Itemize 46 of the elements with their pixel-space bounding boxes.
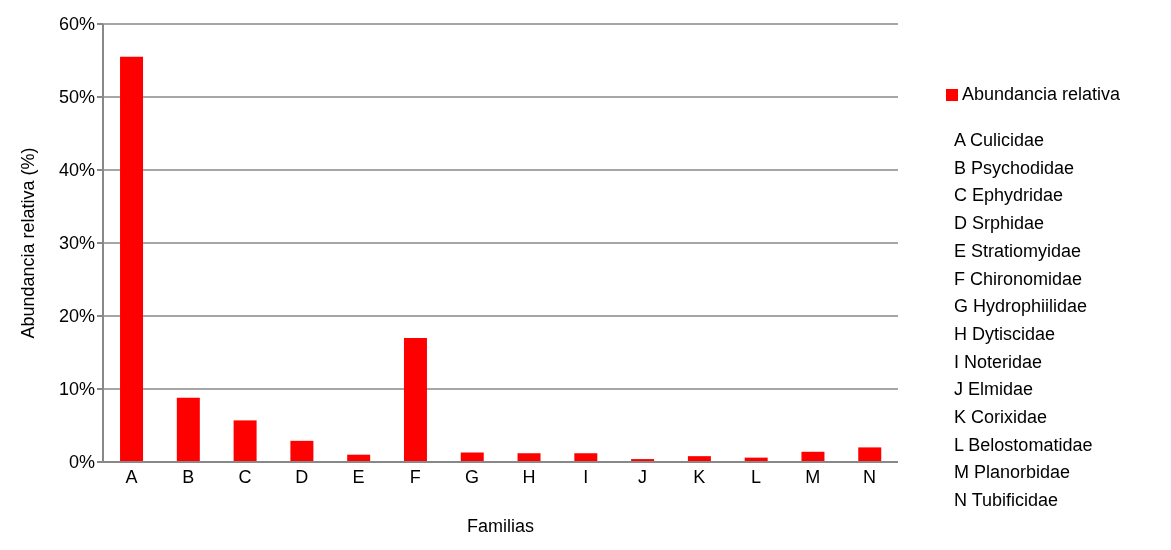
text: A Culicidae — [954, 129, 1046, 152]
bar — [233, 420, 257, 462]
x-tick-label: L — [751, 466, 762, 487]
text: I Noteridae — [954, 350, 1044, 374]
x-tick-label: M — [805, 466, 821, 487]
y-tick-label: 50% — [58, 87, 95, 108]
bar — [120, 56, 144, 462]
y-tick-label: 60% — [58, 14, 95, 35]
y-tick-label: 0% — [68, 452, 95, 473]
text: M Planorbidae — [954, 461, 1072, 485]
bar — [574, 453, 598, 462]
text: N Tubificidae — [954, 489, 1060, 513]
y-tick-label: 30% — [58, 233, 95, 254]
x-tick-label: D — [295, 466, 309, 487]
text: H Dytiscidae — [954, 322, 1057, 346]
bar — [176, 397, 200, 462]
text: D Srphidae — [954, 212, 1046, 236]
x-tick-label: B — [182, 466, 195, 487]
bar — [517, 453, 541, 462]
x-axis-title: Familias — [466, 516, 535, 536]
x-tick-label: E — [352, 466, 365, 487]
x-tick-label: C — [238, 466, 252, 487]
x-tick-label: G — [465, 466, 480, 487]
x-tick-label: K — [693, 466, 706, 487]
bar — [290, 440, 314, 462]
y-tick-label: 10% — [58, 379, 95, 400]
legend-label: Abundancia relativa — [962, 84, 1121, 105]
text: C Ephydridae — [954, 184, 1065, 208]
text: F Chironomidae — [954, 267, 1084, 291]
text: E Stratiomyidae — [954, 239, 1083, 263]
bar — [858, 447, 882, 462]
x-tick-label: N — [863, 466, 877, 487]
bar — [403, 337, 427, 462]
text: J Elmidae — [954, 378, 1035, 402]
x-tick-label: F — [409, 466, 421, 487]
x-tick-label: J — [637, 466, 647, 487]
text: K Corixidae — [954, 406, 1049, 430]
x-tick-label: A — [125, 466, 138, 487]
x-tick-label: H — [522, 466, 536, 487]
y-axis-title: Abundancia relativa (%) — [18, 147, 39, 339]
text: B Psychodidae — [954, 156, 1076, 180]
text: L Belostomatidae — [954, 433, 1094, 457]
y-tick-label: 20% — [58, 306, 95, 327]
text: G Hydrophiilidae — [954, 295, 1089, 319]
x-tick-label: I — [583, 466, 589, 487]
y-tick-label: 40% — [58, 160, 95, 181]
